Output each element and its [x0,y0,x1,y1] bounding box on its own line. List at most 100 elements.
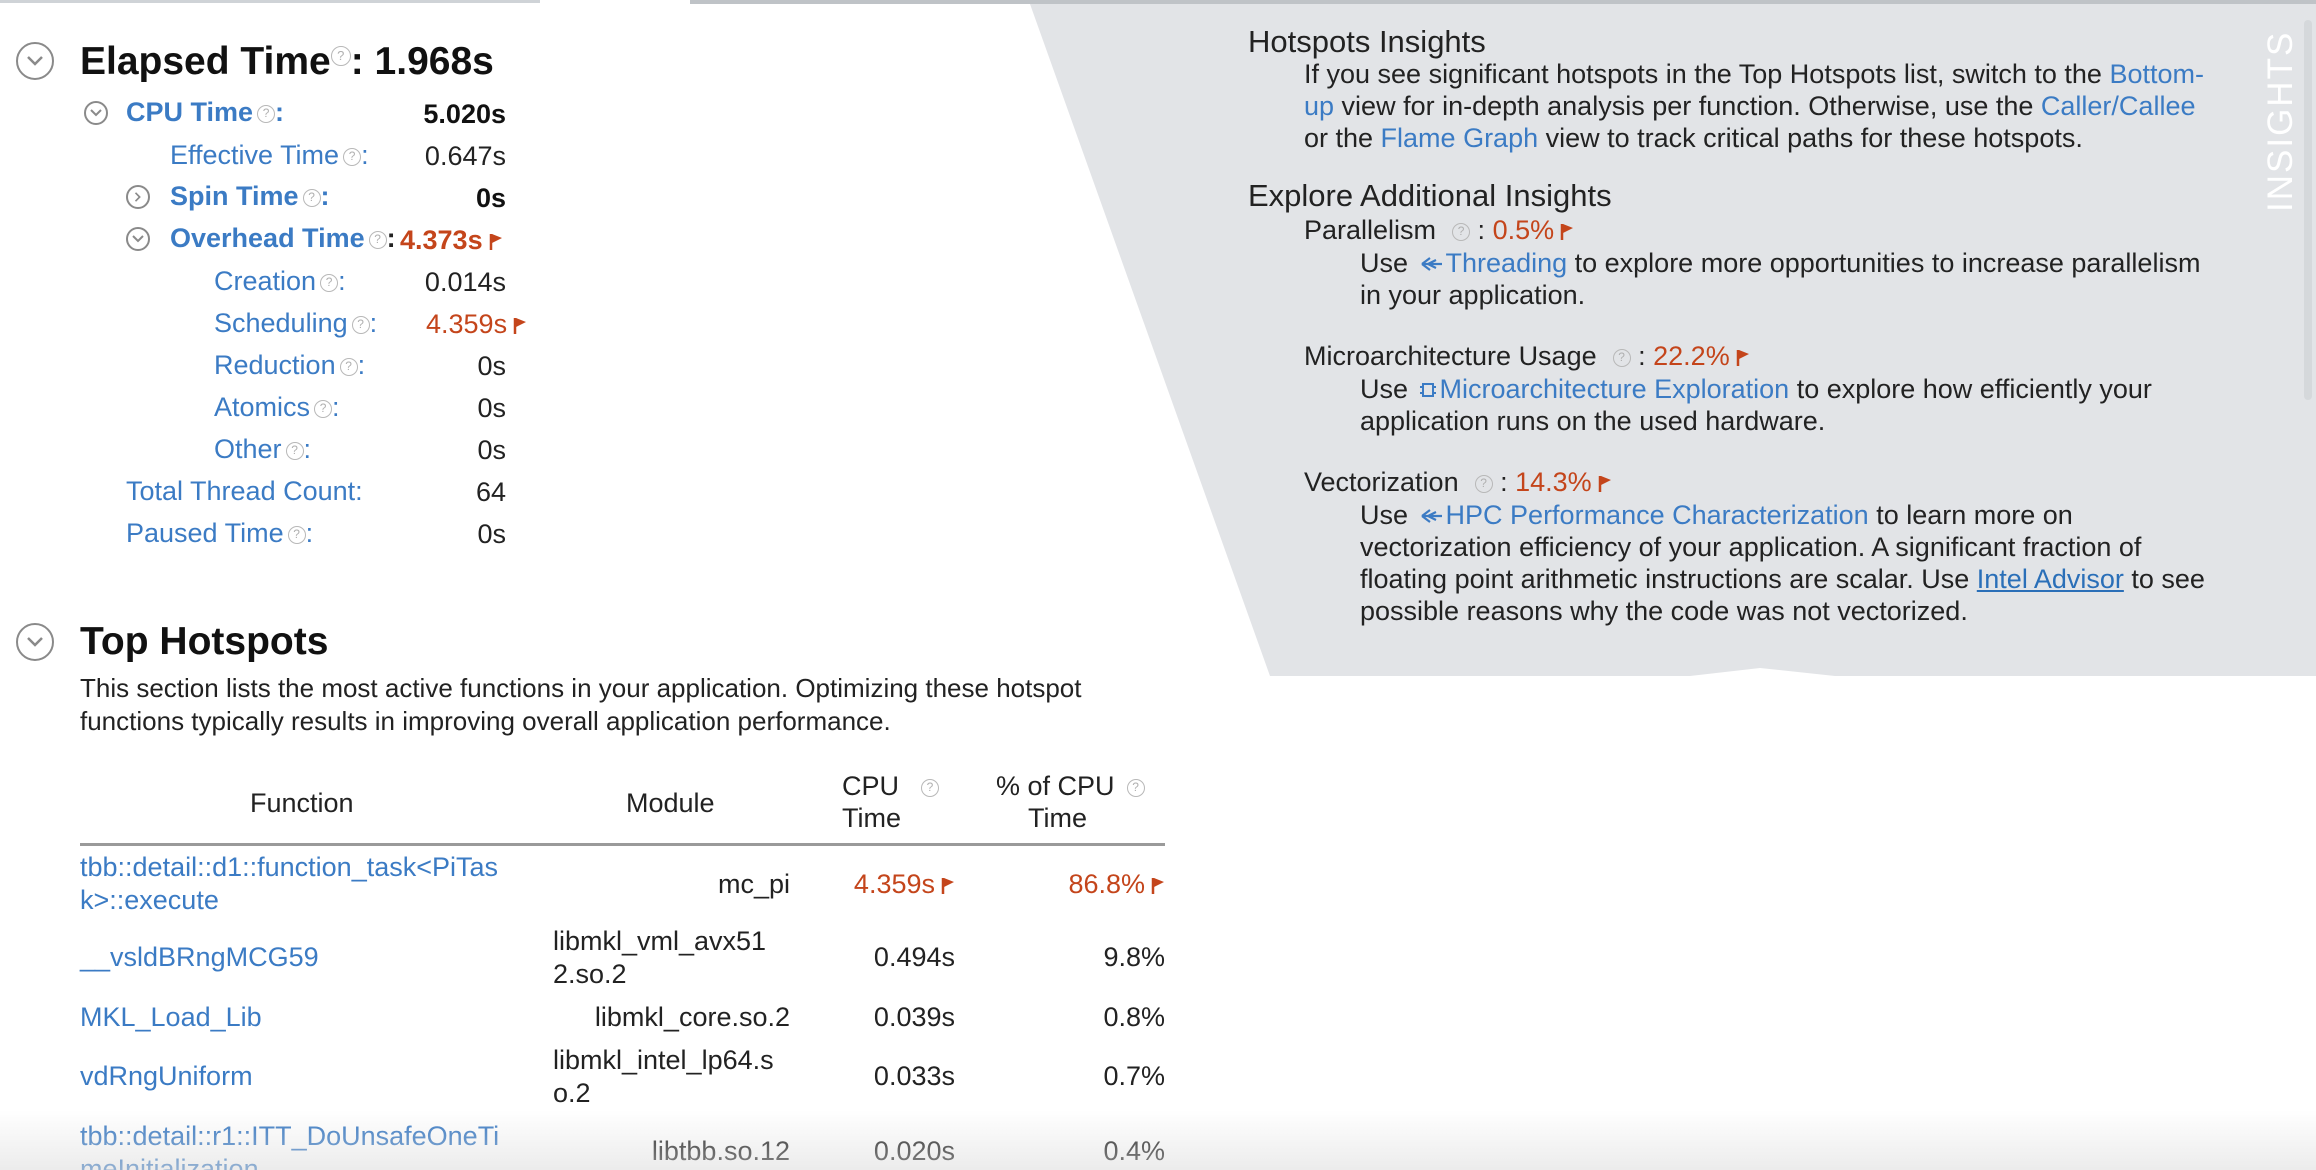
hotspots-insights-line3: or the Flame Graph view to track critica… [1304,123,2083,153]
chevron-down-icon [90,109,102,117]
chevron-down-icon [132,235,144,243]
help-icon[interactable]: ? [302,189,321,207]
microarchitecture-exploration-link[interactable]: Microarchitecture Exploration [1439,374,1790,404]
scheduling-value-row: 4.359s [426,309,566,340]
help-icon[interactable]: ? [1612,349,1631,367]
vectorization-advice-line4: possible reasons why the code was not ve… [1360,596,1968,626]
hotspots-collapse-button[interactable] [16,623,54,661]
row-module: libmkl_vml_avx51 2.so.2 [553,926,767,989]
other-label[interactable]: Other?: [214,434,312,464]
row-function-link[interactable]: tbb::detail::r1::ITT_DoUnsafeOneTi meInit… [80,1121,500,1170]
elapsed-time-title: Elapsed Time [80,40,331,83]
chevron-right-icon [134,192,141,202]
explore-insights-title: Explore Additional Insights [1248,178,1612,213]
cpu-time-value: 5.020s [423,99,506,129]
hpc-performance-link[interactable]: HPC Performance Characterization [1445,500,1869,530]
parallelism-advice-line2: in your application. [1360,280,1586,310]
atomics-label[interactable]: Atomics?: [214,392,340,422]
vectorization-advice-line3: floating point arithmetic instructions a… [1360,564,2205,594]
flag-icon [1736,350,1749,366]
parallelism-row: Parallelism? : 0.5% [1304,214,1574,246]
elapsed-collapse-button[interactable] [16,42,54,80]
micro-advice-line2: application runs on the used hardware. [1360,406,1826,436]
bottom-up-link[interactable]: Bottom- [2109,59,2204,89]
vectorization-advice-line2: vectorization efficiency of your applica… [1360,532,2142,562]
hotspots-insights-title: Hotspots Insights [1248,24,1486,59]
parallelism-value: 0.5% [1492,215,1555,245]
total-thread-count-value: 64 [475,477,506,507]
chevron-down-icon [27,637,43,647]
cpu-time-collapse-button[interactable] [84,101,108,125]
row-pct-cpu: 86.8% [1000,868,1165,901]
atomics-value: 0s [477,393,506,423]
bottom-up-link-cont[interactable]: up [1304,91,1335,121]
help-icon[interactable]: ? [330,46,351,66]
creation-label[interactable]: Creation?: [214,266,346,296]
micro-usage-value: 22.2% [1653,341,1730,371]
row-pct-cpu: 0.7% [1103,1061,1165,1091]
help-icon[interactable]: ? [257,105,276,123]
chip-icon [1419,383,1436,397]
micro-usage-row: Microarchitecture Usage? : 22.2% [1304,340,1750,372]
flag-icon [941,878,954,894]
hotspots-description-line1: This section lists the most active funct… [80,673,1082,703]
effective-time-value: 0.647s [424,141,506,171]
insights-vertical-label: INSIGHTS [2262,31,2300,212]
flame-graph-link[interactable]: Flame Graph [1380,123,1539,153]
creation-value: 0.014s [424,267,506,297]
col-pct-cpu-time[interactable]: % of CPU? Time [996,770,1145,834]
col-pct-line2: Time [1028,803,1087,833]
other-value: 0s [477,435,506,465]
threading-link[interactable]: Threading [1445,248,1568,278]
chevron-down-icon [27,56,43,66]
scheduling-label[interactable]: Scheduling?: [214,308,378,338]
flag-icon [1560,224,1574,240]
row-pct-cpu: 0.4% [1103,1136,1165,1166]
effective-time-label[interactable]: Effective Time?: [170,140,369,170]
help-icon[interactable]: ? [368,231,387,249]
total-thread-count-label[interactable]: Total Thread Count: [126,476,363,506]
help-icon[interactable]: ? [343,148,362,166]
row-pct-cpu: 9.8% [1103,942,1165,972]
overhead-time-label[interactable]: Overhead Time?: [170,223,396,253]
overhead-time-collapse-button[interactable] [126,227,150,251]
vertical-scrollbar[interactable] [2304,20,2312,400]
parallelism-advice-line1: Use Threading to explore more opportunit… [1360,248,2201,278]
row-function-link[interactable]: __vsldBRngMCG59 [80,942,319,972]
help-icon[interactable]: ? [339,358,358,376]
hotspots-insights-line1: If you see significant hotspots in the T… [1304,59,2204,89]
col-cpu-time[interactable]: CPU? Time [842,770,940,834]
row-function-link[interactable]: vdRngUniform [80,1061,253,1091]
help-icon[interactable]: ? [314,400,333,418]
reduction-label[interactable]: Reduction?: [214,350,366,380]
help-icon[interactable]: ? [287,526,306,544]
help-icon[interactable]: ? [1474,475,1493,493]
col-module[interactable]: Module [626,788,715,818]
paused-time-label[interactable]: Paused Time?: [126,518,314,548]
col-cpu-time-line1: CPU? [842,770,940,802]
row-cpu-time: 0.039s [873,1002,955,1032]
help-icon[interactable]: ? [351,316,370,334]
col-pct-line1: % of CPU? [996,770,1145,802]
help-icon[interactable]: ? [285,442,304,460]
vectorization-advice-line1: Use HPC Performance Characterization to … [1360,500,2073,530]
help-icon[interactable]: ? [921,779,940,797]
intel-advisor-link[interactable]: Intel Advisor [1976,564,2124,594]
row-function-link[interactable]: tbb::detail::d1::function_task<PiTas k>::… [80,852,499,915]
spin-time-label[interactable]: Spin Time?: [170,181,330,211]
cpu-time-label[interactable]: CPU Time?: [126,97,285,127]
caller-callee-link[interactable]: Caller/Callee [2040,91,2196,121]
row-cpu-time: 0.020s [873,1136,955,1166]
row-module: mc_pi [717,869,790,899]
help-icon[interactable]: ? [1126,779,1145,797]
top-separator-right [690,0,2316,4]
help-icon[interactable]: ? [1452,223,1471,241]
top-hotspots-title: Top Hotspots [80,620,329,663]
help-icon[interactable]: ? [320,274,339,292]
col-function[interactable]: Function [250,788,354,818]
flag-icon [513,318,527,334]
elapsed-time-value: : 1.968s [350,40,494,83]
paused-time-value: 0s [477,519,506,549]
spin-time-expand-button[interactable] [126,185,150,209]
row-function-link[interactable]: MKL_Load_Lib [80,1002,262,1032]
